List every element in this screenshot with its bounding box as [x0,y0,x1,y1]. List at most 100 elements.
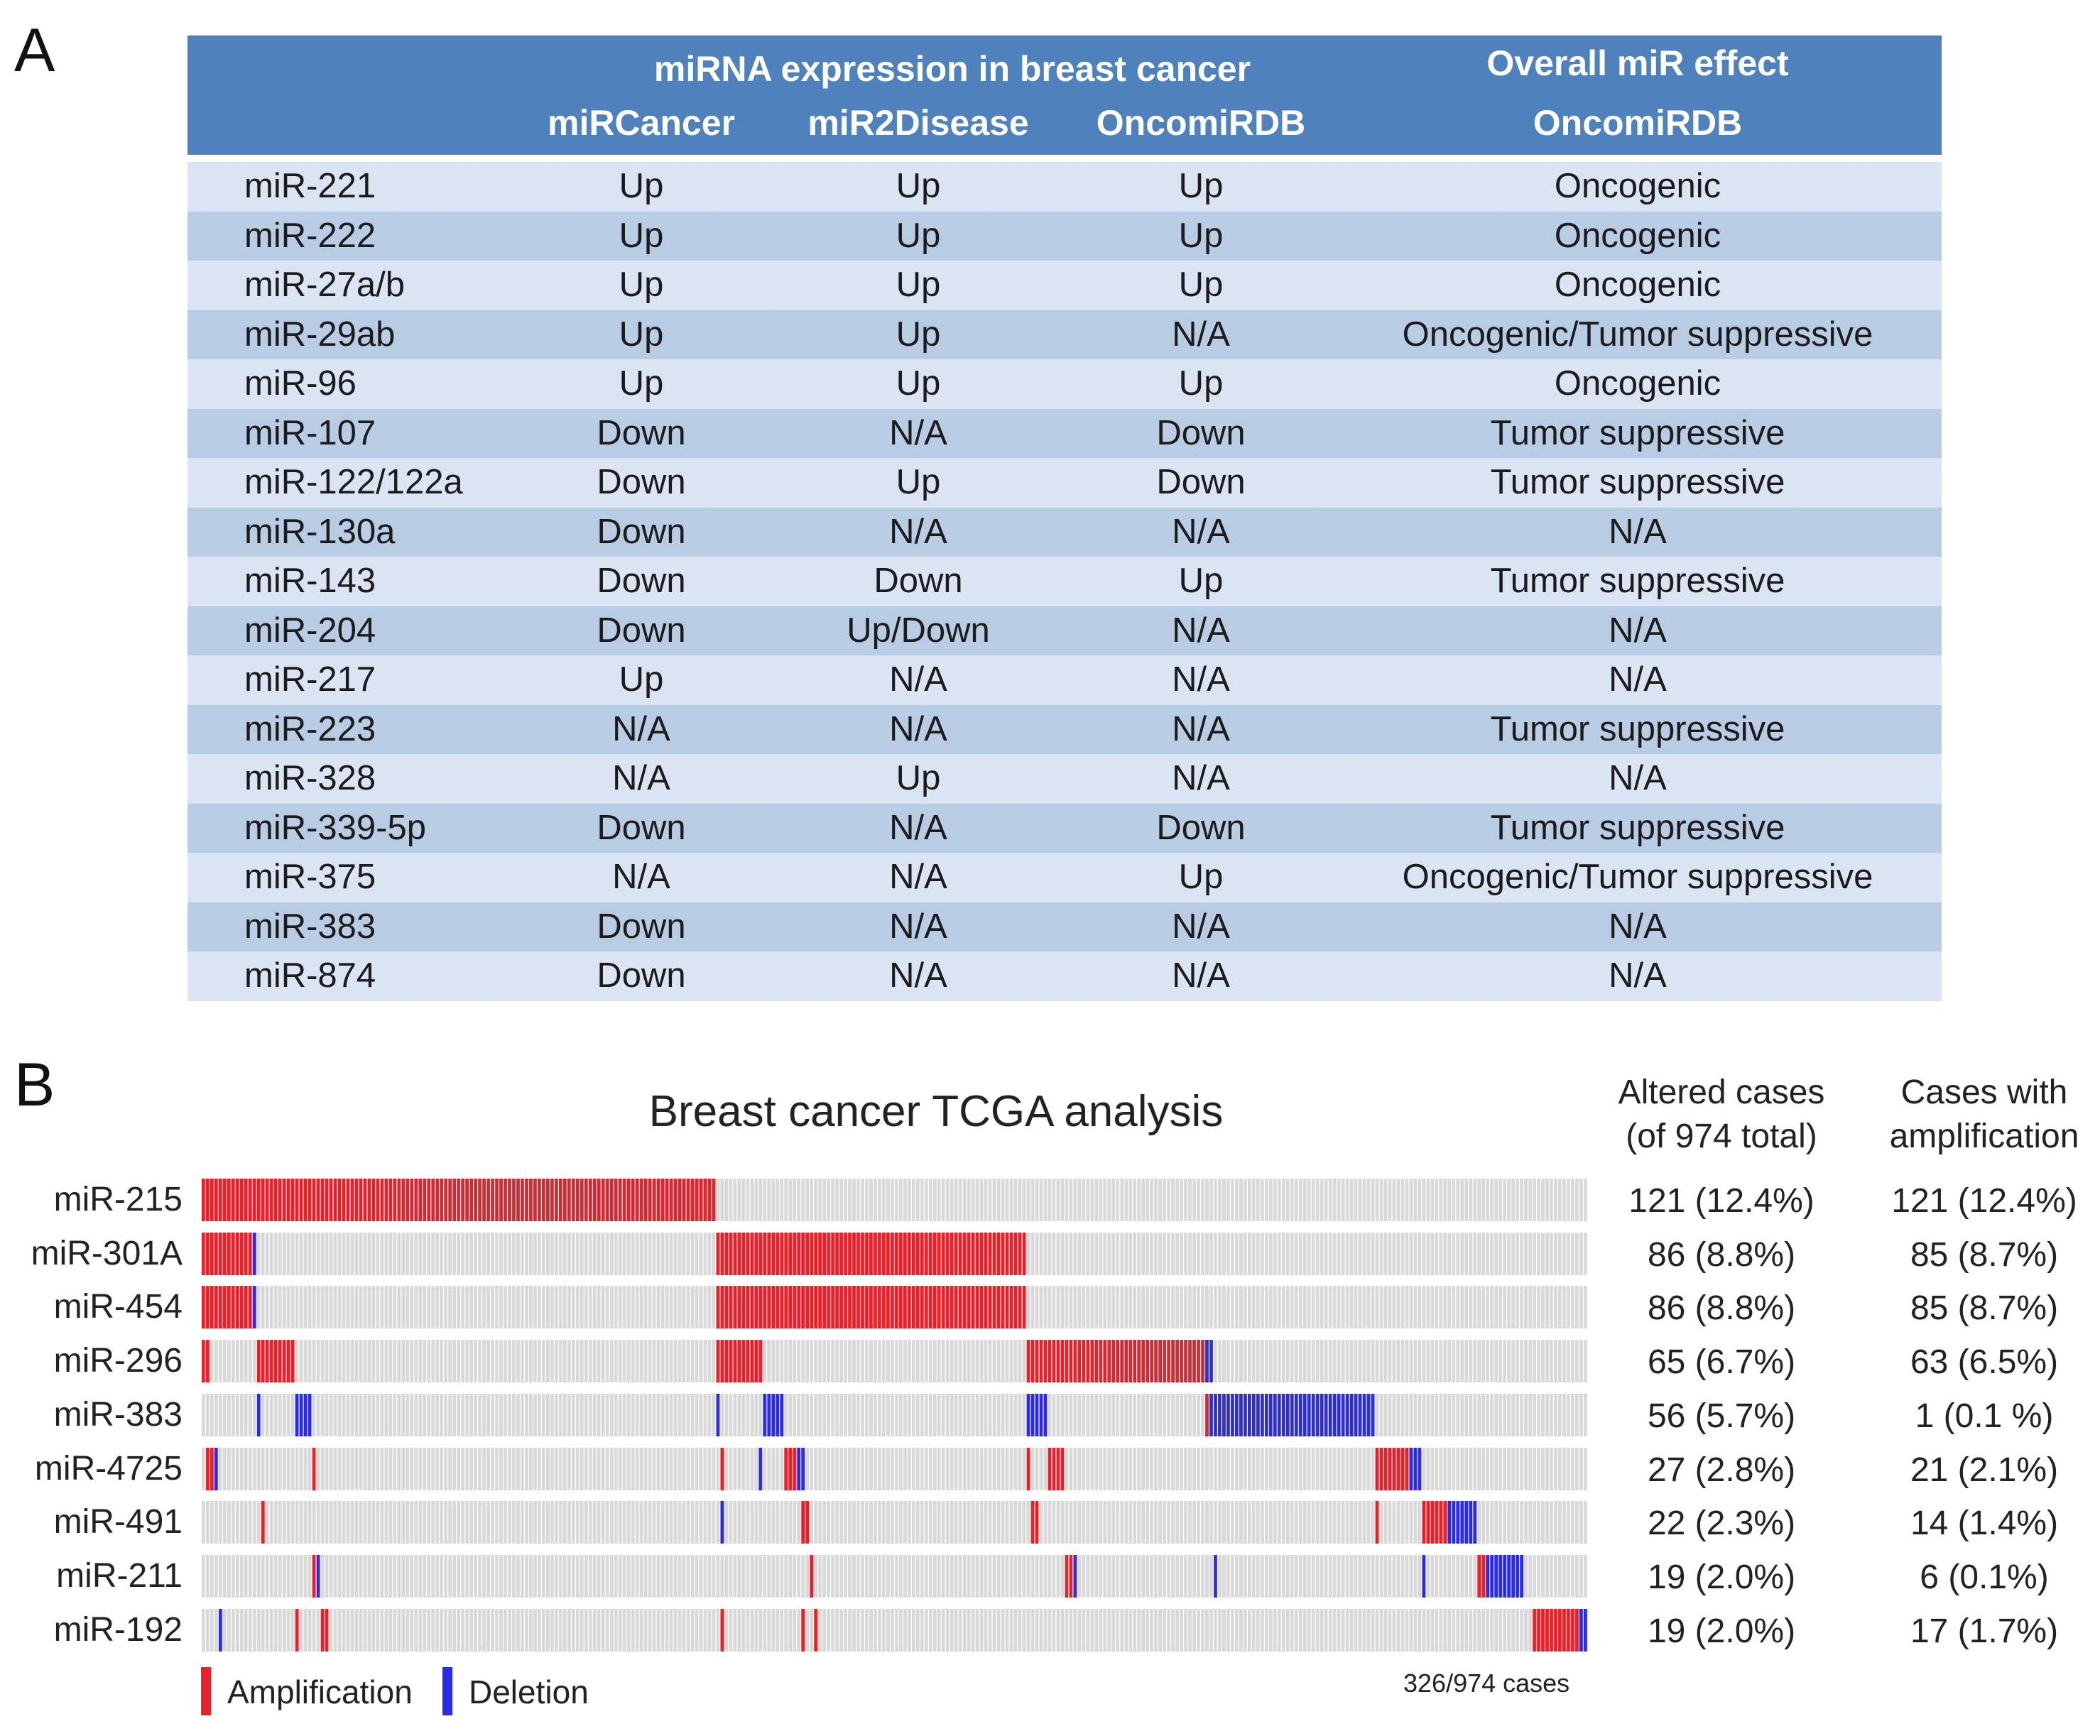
case-cell [1235,1232,1239,1275]
case-cell [278,1286,282,1329]
case-cell [1069,1447,1073,1490]
case-cell [1460,1393,1464,1436]
case-cell [1251,1447,1256,1490]
case-cell [371,1447,376,1490]
case-cell [1273,1232,1277,1275]
case-cell [431,1286,435,1329]
amplification-mark [920,1286,924,1329]
case-cell [1285,1232,1290,1275]
case-cell [1298,1340,1302,1383]
case-cell [376,1232,380,1275]
case-cell [869,1554,873,1598]
case-cell [290,1447,295,1490]
case-cell [1320,1447,1324,1490]
case-cell [1256,1554,1260,1598]
case-cell [678,1501,682,1544]
amplification-mark [776,1286,780,1329]
mir2disease-cell: Up/Down [847,611,990,650]
case-cell [1443,1286,1447,1329]
case-cell [1018,1501,1022,1544]
case-cell [550,1393,554,1436]
amplification-mark [239,1286,244,1329]
case-cell [465,1232,469,1275]
case-cell [1379,1340,1383,1383]
case-cell [1180,1554,1183,1598]
case-cell [1281,1232,1285,1275]
case-cell [478,1501,482,1544]
amplification-mark [810,1554,814,1598]
amplification-mark [350,1179,354,1221]
case-cell [1349,1501,1354,1544]
case-cell [440,1232,444,1275]
amplification-mark [835,1232,839,1275]
amplification-mark [801,1501,805,1544]
case-cell [1379,1393,1383,1436]
case-cell [1281,1554,1285,1598]
case-cell [575,1232,580,1275]
case-cell [597,1501,601,1544]
case-cell [1260,1447,1264,1490]
case-cell [550,1286,554,1329]
deletion-mark [1214,1393,1217,1436]
case-cell [1256,1286,1260,1329]
case-cell [1090,1232,1094,1275]
oncoprint-track-svg [202,1447,1587,1490]
case-cell [1294,1179,1298,1221]
case-cell [1171,1393,1175,1436]
case-cell [1396,1393,1400,1436]
case-cell [1043,1179,1048,1221]
amplification-mark [720,1447,724,1490]
amplification-mark [1192,1340,1196,1383]
oncoprint-track-svg [202,1608,1587,1652]
case-cell [1477,1340,1481,1383]
case-cell [869,1501,873,1544]
case-cell [1447,1447,1452,1490]
amplification-mark [1099,1340,1103,1383]
case-cell [1405,1340,1409,1383]
case-cell [945,1179,950,1221]
case-cell [891,1501,894,1544]
case-cell [354,1447,359,1490]
case-cell [831,1447,834,1490]
case-cell [1332,1232,1337,1275]
case-cell [1307,1232,1311,1275]
case-cell [1146,1501,1150,1544]
case-cell [1273,1501,1277,1544]
case-cell [363,1232,367,1275]
case-cell [499,1608,503,1652]
amplification-mark [521,1179,524,1221]
amplification-mark [278,1179,282,1221]
amplification-mark [750,1286,754,1329]
case-cell [1256,1501,1260,1544]
case-cell [1133,1447,1137,1490]
case-cell [592,1447,597,1490]
amplification-mark [1030,1501,1035,1544]
case-cell [1141,1393,1146,1436]
case-cell [1575,1501,1579,1544]
case-cell [971,1393,975,1436]
case-cell [703,1554,707,1598]
case-cell [1324,1554,1328,1598]
case-cell [1528,1393,1532,1436]
case-cell [588,1554,592,1598]
case-cell [962,1340,967,1383]
case-cell [1205,1501,1209,1544]
case-cell [1056,1608,1060,1652]
case-cell [1124,1608,1128,1652]
case-cell [393,1554,397,1598]
case-cell [741,1554,746,1598]
case-cell [1435,1286,1439,1329]
case-cell [954,1608,958,1652]
case-cell [1332,1340,1337,1383]
case-cell [418,1501,423,1544]
case-cell [1294,1447,1298,1490]
case-cell [273,1286,278,1329]
case-cell [1201,1286,1204,1329]
case-cell [1516,1501,1519,1544]
case-cell [1094,1447,1099,1490]
case-cell [1022,1179,1026,1221]
case-cell [1392,1340,1396,1383]
case-cell [1285,1447,1290,1490]
case-cell [1324,1179,1328,1221]
case-cell [1324,1501,1328,1544]
